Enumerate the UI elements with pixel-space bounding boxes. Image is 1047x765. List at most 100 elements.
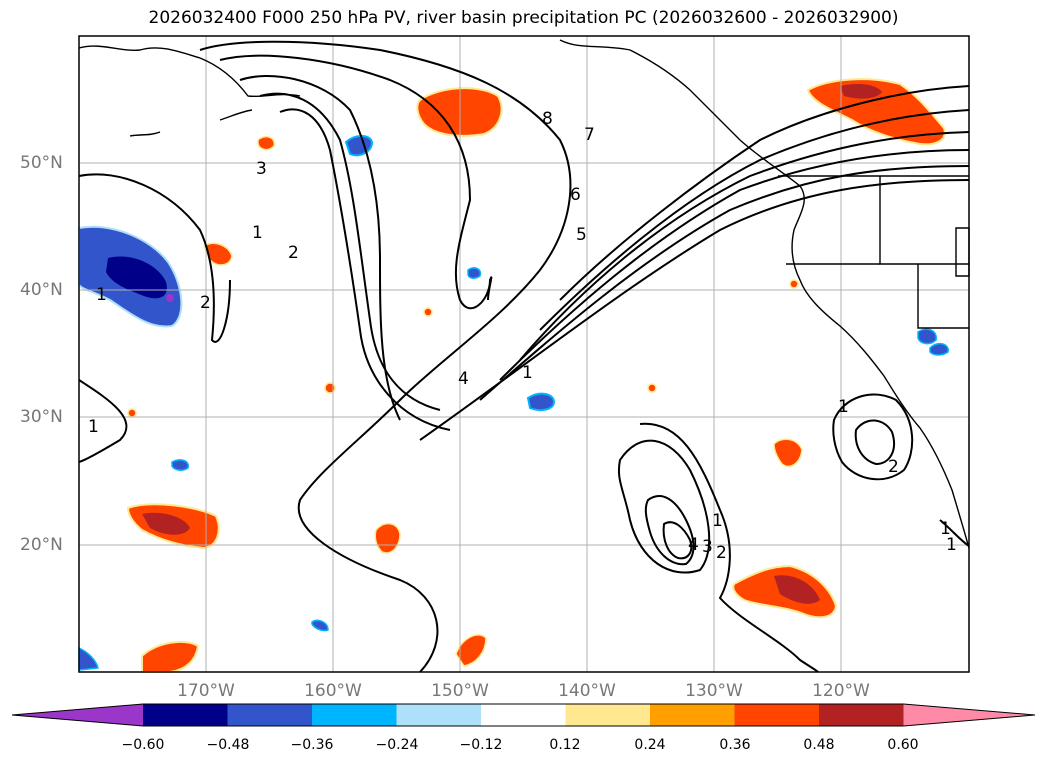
contour-label: 5	[576, 225, 587, 245]
pv-contour-14	[639, 422, 819, 673]
contour-label: 1	[96, 285, 107, 305]
contour-label: 1	[838, 397, 849, 417]
precip-anomalies	[78, 78, 949, 673]
colorbar-segment	[227, 704, 313, 726]
contour-label: 2	[200, 293, 211, 313]
figure-title: 2026032400 F000 250 hPa PV, river basin …	[148, 8, 899, 28]
colorbar-tick-label: −0.36	[290, 737, 334, 753]
contour-label: 2	[288, 243, 299, 263]
pv-contour-15	[618, 439, 711, 574]
colorbar-segment	[734, 704, 820, 726]
contour-label: 3	[702, 537, 713, 557]
pos-anomaly-dot-3	[423, 307, 433, 317]
neg-anomaly-5	[917, 328, 937, 345]
graticule	[79, 36, 969, 672]
colorbar-tick-label: −0.48	[206, 737, 250, 753]
contour-label: 8	[542, 109, 553, 129]
pv-contour-13	[78, 173, 231, 343]
colorbar-segment	[143, 704, 228, 726]
pv-contour-11	[419, 179, 970, 441]
contour-label: 1	[940, 519, 951, 539]
lon-label-120w: 120°W	[812, 681, 870, 701]
colorbar-tick-label: −0.60	[121, 737, 165, 753]
colorbar-segment	[650, 704, 735, 726]
pv-contour-9	[499, 149, 970, 381]
colorbar-tick-label: 0.60	[887, 737, 919, 753]
pos-anomaly-south-1	[141, 640, 200, 673]
pv-contour-8	[519, 131, 970, 361]
pv-contour-16	[644, 495, 695, 566]
pos-anomaly-dot-4	[647, 383, 657, 393]
pos-anomaly-west-1	[257, 135, 275, 151]
neg-anomaly-4	[467, 267, 482, 279]
pos-anomaly-hawaii	[374, 522, 401, 554]
neg-anomaly-3	[171, 459, 189, 471]
lon-label-130w: 130°W	[685, 681, 743, 701]
pos-anomaly-bc-core	[840, 84, 882, 99]
contour-label: 6	[570, 185, 581, 205]
colorbar-extend-min	[12, 704, 143, 726]
pv-contour-19	[854, 419, 895, 466]
colorbar-segment	[565, 704, 651, 726]
contour-label: 1	[88, 417, 99, 437]
contour-label: 2	[888, 457, 899, 477]
neg-anomaly-6	[929, 342, 949, 356]
contour-label: 2	[716, 543, 727, 563]
neg-anomaly-7	[311, 619, 329, 632]
lat-label-40n: 40°N	[20, 280, 63, 300]
colorbar-extend-max	[903, 704, 1035, 726]
colorbar-tick-label: 0.12	[549, 737, 581, 753]
pv-contour-10	[479, 165, 970, 401]
pos-anomaly-baja-core	[774, 575, 820, 604]
pv-contour-5	[279, 108, 451, 431]
colorbar-tick-label: −0.24	[375, 737, 419, 753]
pv-contour-labels: 1 2 3 4 5 6 7 8 1 2 1 1 2 3 4 1 2 1 1 1	[88, 109, 957, 563]
colorbar-tick-label: −0.12	[459, 737, 503, 753]
pv-contour-18	[832, 393, 914, 481]
pv-contour-4	[259, 92, 441, 411]
pv-contour-17	[662, 521, 693, 560]
pv-contours	[78, 40, 970, 673]
colorbar-tick-label: 0.48	[803, 737, 835, 753]
contour-label: 1	[946, 535, 957, 555]
pv-contour-1	[199, 40, 572, 673]
pos-anomaly-bc	[806, 78, 946, 146]
pos-anomaly-dot-2	[127, 408, 137, 418]
lon-label-170w: 170°W	[177, 681, 235, 701]
contour-label: 4	[688, 535, 699, 555]
neg-anomaly-2	[526, 392, 556, 411]
pv-contour-12	[78, 379, 128, 463]
colorbar-outline	[11, 703, 1036, 727]
pos-anomaly-dot-5	[789, 279, 799, 289]
colorbar	[11, 703, 1036, 727]
neg-anomaly-west-core	[106, 256, 167, 299]
pos-anomaly-west-2	[203, 242, 233, 266]
pv-contour-20	[939, 519, 970, 547]
lat-label-50n: 50°N	[20, 153, 63, 173]
pv-contour-6	[559, 85, 970, 301]
contour-label: 1	[252, 223, 263, 243]
contour-label: 1	[712, 511, 723, 531]
pos-anomaly-south-2	[455, 634, 487, 667]
lon-label-150w: 150°W	[431, 681, 489, 701]
pos-anomaly-east	[773, 438, 803, 468]
colorbar-segment	[819, 704, 904, 726]
map-frame	[78, 35, 970, 673]
lon-label-160w: 160°W	[304, 681, 362, 701]
lat-label-30n: 30°N	[20, 407, 63, 427]
neg-anomaly-west-peak	[166, 294, 174, 302]
colorbar-segment	[396, 704, 482, 726]
colorbar-segment	[312, 704, 397, 726]
colorbar-tick-label: 0.24	[634, 737, 666, 753]
pos-anomaly-sw-core	[142, 512, 190, 535]
contour-label: 1	[522, 363, 533, 383]
colorbar-tick-label: 0.36	[719, 737, 751, 753]
contour-label: 3	[256, 159, 267, 179]
pv-contour-3	[239, 74, 401, 421]
neg-anomaly-8	[78, 646, 99, 671]
lon-label-140w: 140°W	[558, 681, 616, 701]
colorbar-segment	[481, 704, 566, 726]
lat-label-20n: 20°N	[20, 535, 63, 555]
pv-contour-7	[539, 109, 970, 331]
